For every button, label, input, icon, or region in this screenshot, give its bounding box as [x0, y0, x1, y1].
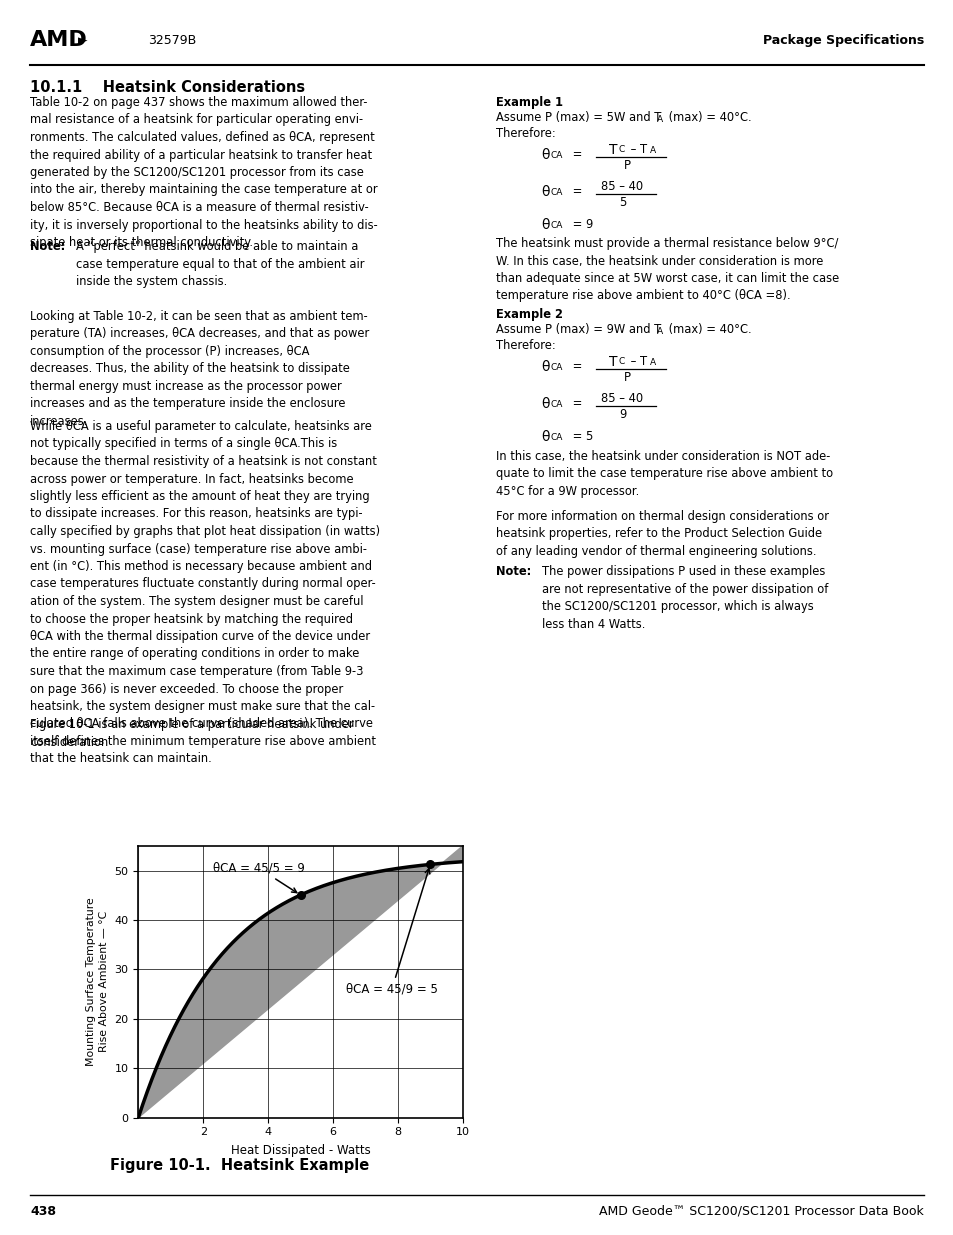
- Text: θCA = 45/9 = 5: θCA = 45/9 = 5: [346, 868, 437, 995]
- Text: Note:: Note:: [30, 240, 65, 253]
- Text: The heatsink must provide a thermal resistance below 9°C/
W. In this case, the h: The heatsink must provide a thermal resi…: [496, 237, 839, 303]
- Text: Assume P (max) = 9W and T: Assume P (max) = 9W and T: [496, 324, 660, 336]
- Text: P: P: [623, 159, 630, 172]
- Text: CA: CA: [551, 221, 563, 230]
- Text: T: T: [608, 143, 617, 157]
- Text: A: A: [657, 115, 662, 124]
- Text: (max) = 40°C.: (max) = 40°C.: [664, 111, 751, 124]
- Text: 438: 438: [30, 1205, 56, 1218]
- Text: =: =: [568, 148, 581, 161]
- Text: CA: CA: [551, 433, 563, 442]
- Text: A: A: [649, 358, 656, 367]
- Text: AMD: AMD: [30, 30, 88, 49]
- Text: =: =: [568, 396, 581, 410]
- Text: 32579B: 32579B: [148, 35, 196, 47]
- Text: CA: CA: [551, 363, 563, 372]
- Text: For more information on thermal design considerations or
heatsink properties, re: For more information on thermal design c…: [496, 510, 828, 558]
- Text: Figure 10-1 is an example of a particular heatsink under
consideration: Figure 10-1 is an example of a particula…: [30, 718, 354, 748]
- Text: Assume P (max) = 5W and T: Assume P (max) = 5W and T: [496, 111, 660, 124]
- Text: Package Specifications: Package Specifications: [762, 35, 923, 47]
- Text: Therefore:: Therefore:: [496, 338, 556, 352]
- Text: In this case, the heatsink under consideration is NOT ade-
quate to limit the ca: In this case, the heatsink under conside…: [496, 450, 832, 498]
- Text: (max) = 40°C.: (max) = 40°C.: [664, 324, 751, 336]
- Text: 85 – 40: 85 – 40: [600, 391, 642, 405]
- Text: C: C: [618, 144, 624, 154]
- Text: Note:: Note:: [496, 564, 531, 578]
- Text: A: A: [657, 327, 662, 336]
- Text: 10.1.1    Heatsink Considerations: 10.1.1 Heatsink Considerations: [30, 80, 305, 95]
- Text: Looking at Table 10-2, it can be seen that as ambient tem-
perature (TA) increas: Looking at Table 10-2, it can be seen th…: [30, 310, 369, 429]
- Text: Figure 10-1.  Heatsink Example: Figure 10-1. Heatsink Example: [111, 1158, 369, 1173]
- Text: CA: CA: [551, 400, 563, 409]
- Text: = 9: = 9: [568, 219, 593, 231]
- Text: Example 1: Example 1: [496, 96, 562, 109]
- Text: While θCA is a useful parameter to calculate, heatsinks are
not typically specif: While θCA is a useful parameter to calcu…: [30, 420, 379, 766]
- Text: The power dissipations P used in these examples
are not representative of the po: The power dissipations P used in these e…: [541, 564, 827, 631]
- Y-axis label: Mounting Surface Temperature
Rise Above Ambient — °C: Mounting Surface Temperature Rise Above …: [86, 898, 109, 1066]
- Text: – T: – T: [626, 143, 646, 156]
- Text: CA: CA: [551, 188, 563, 198]
- Text: Therefore:: Therefore:: [496, 127, 556, 140]
- Text: θ: θ: [540, 219, 549, 232]
- Text: 9: 9: [618, 408, 625, 421]
- Text: θCA = 45/5 = 9: θCA = 45/5 = 9: [213, 862, 305, 893]
- Text: Example 2: Example 2: [496, 308, 562, 321]
- Text: θ: θ: [540, 185, 549, 199]
- Text: AMD Geode™ SC1200/SC1201 Processor Data Book: AMD Geode™ SC1200/SC1201 Processor Data …: [598, 1205, 923, 1218]
- Text: Table 10-2 on page 437 shows the maximum allowed ther-
mal resistance of a heats: Table 10-2 on page 437 shows the maximum…: [30, 96, 377, 249]
- Text: T: T: [608, 354, 617, 369]
- Text: – T: – T: [626, 354, 646, 368]
- Text: θ: θ: [540, 148, 549, 162]
- Text: = 5: = 5: [568, 430, 593, 443]
- Text: =: =: [568, 185, 581, 198]
- Text: P: P: [623, 370, 630, 384]
- Polygon shape: [138, 846, 462, 1118]
- Text: A “perfect” heatsink would be able to maintain a
case temperature equal to that : A “perfect” heatsink would be able to ma…: [76, 240, 364, 288]
- Text: CA: CA: [551, 151, 563, 161]
- Text: θ: θ: [540, 396, 549, 411]
- Text: θ: θ: [540, 359, 549, 374]
- Text: =: =: [568, 359, 581, 373]
- X-axis label: Heat Dissipated - Watts: Heat Dissipated - Watts: [231, 1145, 370, 1157]
- Text: θ: θ: [540, 430, 549, 445]
- Text: 5: 5: [618, 196, 626, 209]
- Text: C: C: [618, 357, 624, 366]
- Text: A: A: [649, 146, 656, 156]
- Text: ►: ►: [78, 35, 88, 47]
- Text: 85 – 40: 85 – 40: [600, 180, 642, 193]
